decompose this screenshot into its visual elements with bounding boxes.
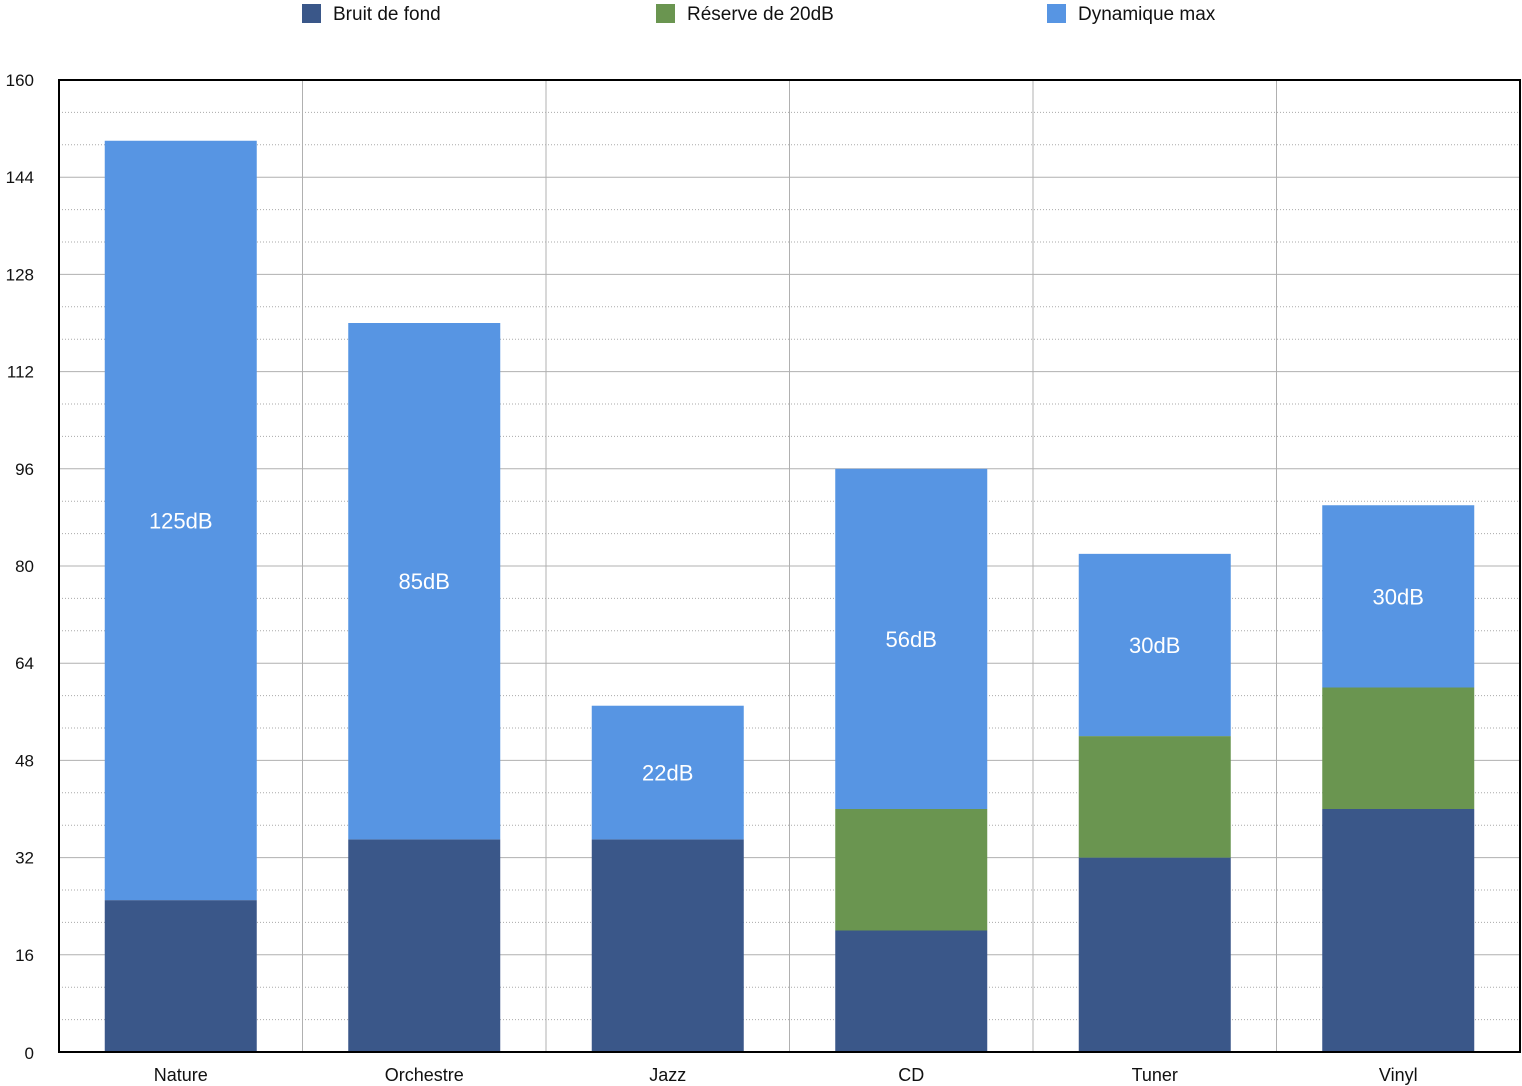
data-label: 22dB	[642, 761, 693, 786]
y-tick-label: 0	[25, 1044, 34, 1063]
bar-nature-series-0	[104, 900, 257, 1052]
bar-vinyl-series-1	[1322, 687, 1475, 809]
bar-nature-series-2	[104, 140, 257, 901]
x-tick-label: Jazz	[649, 1065, 686, 1085]
y-tick-label: 96	[15, 460, 34, 479]
y-tick-label: 48	[15, 751, 34, 770]
data-label: 30dB	[1129, 633, 1180, 658]
legend-swatch	[1047, 4, 1066, 23]
bar-jazz-series-0	[591, 839, 744, 1052]
data-label: 85dB	[399, 569, 450, 594]
x-tick-label: Orchestre	[385, 1065, 464, 1085]
y-tick-label: 160	[6, 71, 34, 90]
y-tick-label: 16	[15, 946, 34, 965]
bar-jazz-series-2	[591, 705, 744, 840]
legend-swatch	[302, 4, 321, 23]
bar-tuner-series-0	[1078, 857, 1231, 1052]
legend-swatch	[656, 4, 675, 23]
y-tick-label: 144	[6, 168, 34, 187]
data-label: 125dB	[149, 508, 213, 533]
legend-label: Bruit de fond	[333, 4, 441, 25]
bar-orchestre-series-2	[348, 323, 501, 840]
y-tick-label: 80	[15, 557, 34, 576]
bar-cd-series-0	[835, 930, 988, 1052]
plot-frame	[58, 79, 1521, 1053]
bar-orchestre-series-0	[348, 839, 501, 1052]
y-tick-label: 64	[15, 654, 34, 673]
bar-cd-series-2	[835, 468, 988, 809]
bar-vinyl-series-0	[1322, 809, 1475, 1052]
y-tick-label: 128	[6, 265, 34, 284]
bar-tuner-series-1	[1078, 736, 1231, 858]
y-tick-label: 32	[15, 849, 34, 868]
legend-label: Dynamique max	[1078, 4, 1216, 25]
y-tick-label: 112	[7, 363, 34, 382]
x-tick-label: CD	[898, 1065, 924, 1085]
legend-label: Réserve de 20dB	[687, 4, 834, 25]
x-tick-label: Nature	[154, 1065, 208, 1085]
data-label: 56dB	[886, 627, 937, 652]
bar-cd-series-1	[835, 809, 988, 931]
x-tick-label: Tuner	[1132, 1065, 1178, 1085]
data-label: 30dB	[1373, 584, 1424, 609]
x-tick-label: Vinyl	[1379, 1065, 1418, 1085]
bar-tuner-series-2	[1078, 553, 1231, 737]
bar-vinyl-series-2	[1322, 505, 1475, 688]
